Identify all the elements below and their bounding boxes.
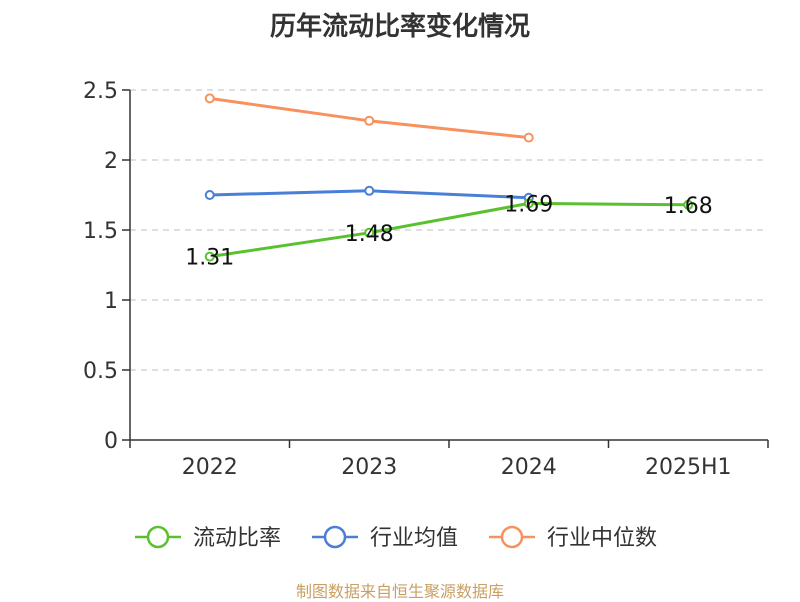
y-tick-label: 0.5 — [83, 359, 118, 384]
axes: 0 0.5 1 1.5 2 2.5 2022 2023 2024 2025H1 — [83, 79, 769, 480]
x-tick-label: 2024 — [501, 455, 557, 480]
legend-label: 流动比率 — [193, 526, 281, 551]
data-point — [523, 132, 534, 143]
data-point — [204, 251, 215, 262]
grid-lines — [130, 89, 768, 371]
data-label: 1.48 — [345, 222, 394, 247]
data-point — [364, 115, 375, 126]
legend-label: 行业均值 — [370, 526, 458, 551]
y-tick-label: 0 — [104, 429, 118, 454]
y-tick-label: 2.5 — [83, 79, 118, 104]
legend-item[interactable]: 行业均值 — [312, 525, 458, 551]
legend-marker — [323, 525, 347, 549]
x-tick-label: 2023 — [341, 455, 397, 480]
data-point — [364, 227, 375, 238]
x-tick-label: 2022 — [182, 455, 238, 480]
data-label: 1.68 — [664, 194, 713, 219]
y-tick-label: 1.5 — [83, 219, 118, 244]
legend-item[interactable]: 行业中位数 — [489, 525, 657, 551]
data-point — [364, 185, 375, 196]
data-point — [523, 198, 534, 209]
chart-title: 历年流动比率变化情况 — [269, 12, 530, 42]
x-tick-label: 2025H1 — [645, 455, 732, 480]
y-tick-label: 1 — [104, 289, 118, 314]
series-line — [209, 201, 689, 259]
series-lines — [204, 93, 694, 262]
legend-label: 行业中位数 — [547, 526, 657, 551]
data-label: 1.31 — [185, 246, 234, 271]
legend-marker — [500, 525, 524, 549]
legend-item[interactable]: 流动比率 — [135, 525, 281, 551]
data-point — [204, 93, 215, 104]
data-point — [204, 190, 215, 200]
source-note: 制图数据来自恒生聚源数据库 — [295, 582, 504, 601]
y-tick-label: 2 — [104, 149, 118, 174]
legend-marker — [146, 525, 170, 549]
data-labels: 1.31 1.48 1.69 1.68 — [185, 192, 712, 270]
data-label: 1.69 — [504, 192, 553, 217]
legend[interactable]: 流动比率 行业均值 行业中位数 — [135, 525, 657, 551]
data-point — [683, 199, 694, 210]
